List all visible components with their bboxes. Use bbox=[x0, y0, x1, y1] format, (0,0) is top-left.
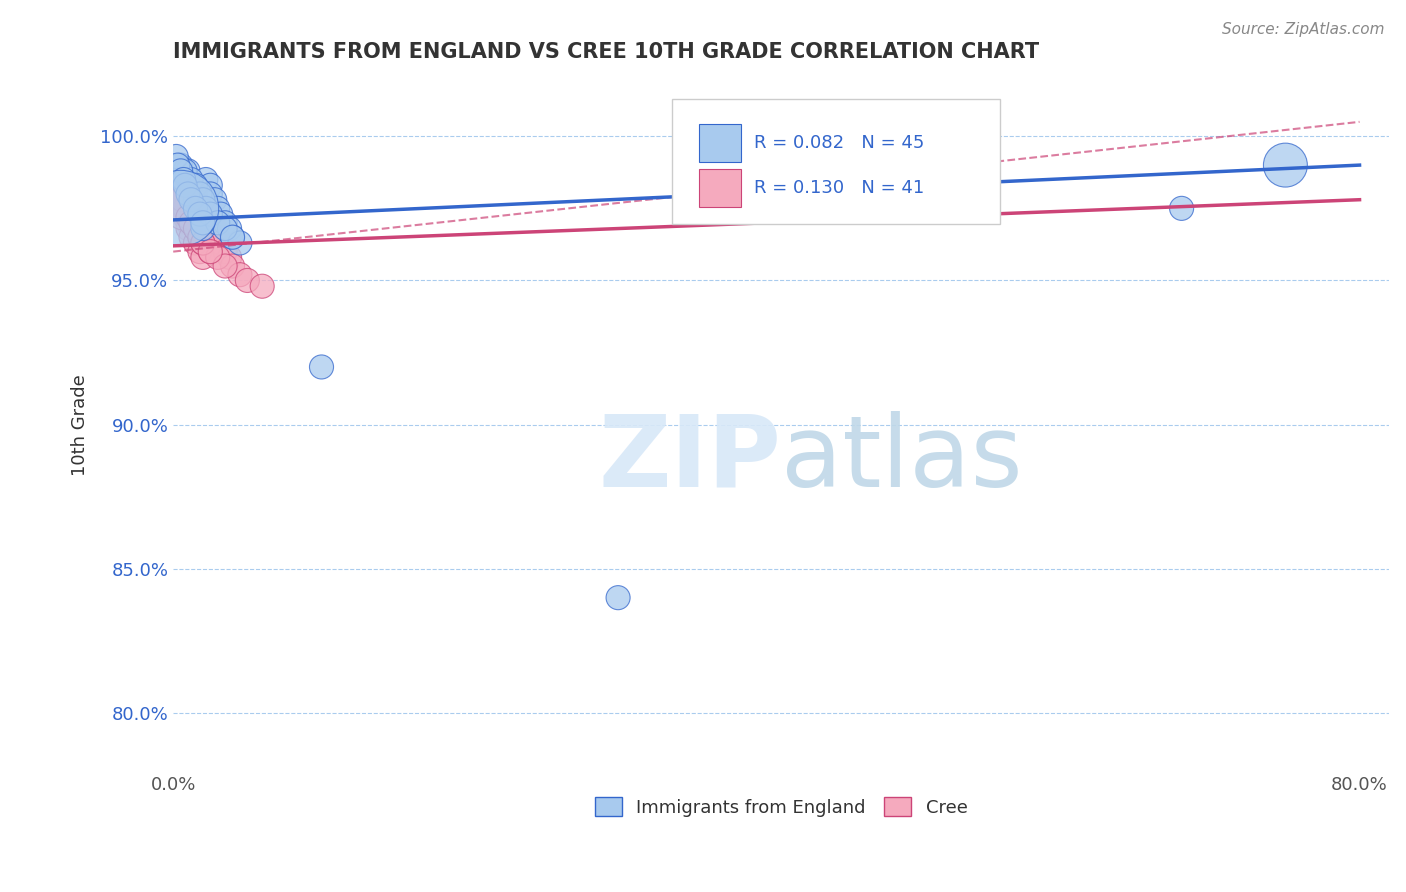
Point bbox=[177, 221, 200, 235]
Point bbox=[173, 172, 195, 186]
Point bbox=[177, 210, 200, 224]
Point bbox=[191, 216, 214, 230]
Point bbox=[221, 259, 243, 273]
FancyBboxPatch shape bbox=[672, 99, 1000, 224]
Point bbox=[200, 207, 222, 221]
Point bbox=[188, 230, 211, 244]
Point bbox=[174, 202, 197, 216]
Point bbox=[167, 181, 190, 195]
Point bbox=[200, 186, 222, 201]
Point bbox=[204, 221, 226, 235]
Point bbox=[214, 244, 236, 259]
Point bbox=[166, 181, 188, 195]
Point bbox=[194, 202, 217, 216]
Point bbox=[188, 244, 211, 259]
Point bbox=[218, 251, 240, 265]
Point bbox=[207, 230, 229, 244]
Point bbox=[191, 216, 214, 230]
Point bbox=[229, 268, 252, 282]
Point bbox=[180, 216, 202, 230]
Point bbox=[209, 207, 232, 221]
Text: R = 0.082   N = 45: R = 0.082 N = 45 bbox=[755, 134, 925, 152]
Point bbox=[200, 210, 222, 224]
Text: IMMIGRANTS FROM ENGLAND VS CREE 10TH GRADE CORRELATION CHART: IMMIGRANTS FROM ENGLAND VS CREE 10TH GRA… bbox=[173, 42, 1039, 62]
Point bbox=[177, 172, 200, 186]
Point bbox=[218, 221, 240, 235]
Text: Source: ZipAtlas.com: Source: ZipAtlas.com bbox=[1222, 22, 1385, 37]
Point bbox=[165, 149, 187, 163]
Text: R = 0.130   N = 41: R = 0.130 N = 41 bbox=[755, 179, 925, 197]
Point bbox=[169, 202, 191, 216]
Point bbox=[194, 172, 217, 186]
Point bbox=[174, 164, 197, 178]
Point bbox=[180, 193, 202, 207]
Point bbox=[221, 230, 243, 244]
Point bbox=[169, 193, 191, 207]
Point bbox=[200, 178, 222, 193]
Point bbox=[191, 235, 214, 250]
Point bbox=[204, 193, 226, 207]
Point bbox=[188, 230, 211, 244]
Point bbox=[214, 216, 236, 230]
Legend: Immigrants from England, Cree: Immigrants from England, Cree bbox=[588, 790, 974, 824]
Text: atlas: atlas bbox=[782, 410, 1022, 508]
Point bbox=[191, 193, 214, 207]
Point bbox=[165, 172, 187, 186]
Point bbox=[207, 251, 229, 265]
Point bbox=[1274, 158, 1296, 172]
Y-axis label: 10th Grade: 10th Grade bbox=[72, 374, 89, 475]
Point bbox=[188, 186, 211, 201]
Point bbox=[173, 202, 195, 216]
Point bbox=[607, 591, 630, 605]
Point bbox=[169, 193, 191, 207]
Point bbox=[188, 207, 211, 221]
Point bbox=[184, 221, 207, 235]
Point bbox=[1170, 202, 1192, 216]
Point bbox=[214, 221, 236, 235]
Point bbox=[214, 259, 236, 273]
Point bbox=[184, 193, 207, 207]
Point bbox=[184, 235, 207, 250]
Point bbox=[194, 202, 217, 216]
Point bbox=[174, 210, 197, 224]
Point bbox=[180, 172, 202, 186]
FancyBboxPatch shape bbox=[699, 124, 741, 161]
Point bbox=[188, 207, 211, 221]
Point bbox=[200, 244, 222, 259]
Point bbox=[177, 210, 200, 224]
Point bbox=[180, 230, 202, 244]
Point bbox=[184, 221, 207, 235]
Point bbox=[166, 158, 188, 172]
Point bbox=[311, 359, 333, 374]
Point bbox=[169, 164, 191, 178]
Point bbox=[184, 186, 207, 201]
Point bbox=[236, 273, 259, 287]
Point bbox=[191, 251, 214, 265]
Point bbox=[191, 221, 214, 235]
Point bbox=[177, 216, 200, 230]
Point bbox=[184, 178, 207, 193]
Point bbox=[184, 202, 207, 216]
Point bbox=[188, 202, 211, 216]
Point bbox=[221, 230, 243, 244]
Point bbox=[177, 186, 200, 201]
Point bbox=[169, 158, 191, 172]
FancyBboxPatch shape bbox=[699, 169, 741, 207]
Text: ZIP: ZIP bbox=[599, 410, 782, 508]
Point bbox=[250, 279, 273, 293]
Point bbox=[174, 178, 197, 193]
Point bbox=[174, 202, 197, 216]
Point bbox=[229, 235, 252, 250]
Point bbox=[200, 244, 222, 259]
Point bbox=[209, 235, 232, 250]
Point bbox=[177, 164, 200, 178]
Point bbox=[207, 216, 229, 230]
Point bbox=[191, 235, 214, 250]
Point bbox=[207, 202, 229, 216]
Point bbox=[172, 193, 194, 207]
Point bbox=[180, 178, 202, 193]
Point bbox=[180, 216, 202, 230]
